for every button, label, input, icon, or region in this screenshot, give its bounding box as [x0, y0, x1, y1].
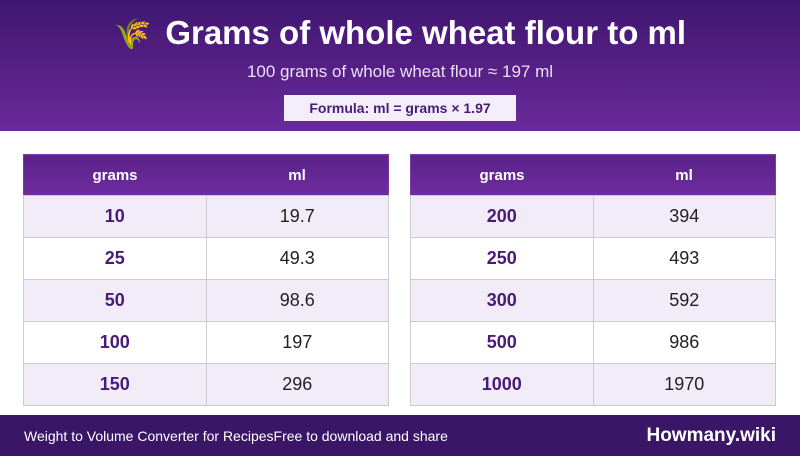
grams-cell: 50 — [23, 279, 207, 322]
row: 500 986 — [410, 321, 776, 364]
column-header: ml — [593, 154, 776, 196]
ml-cell: 197 — [205, 321, 389, 364]
row: 300 592 — [410, 279, 776, 322]
ml-cell: 592 — [592, 279, 776, 322]
row: 200 394 — [410, 195, 776, 238]
grams-cell: 200 — [410, 195, 594, 238]
footer-left: Weight to Volume Converter for Recipes — [24, 428, 274, 444]
row: 250 493 — [410, 237, 776, 280]
grams-cell: 150 — [23, 363, 207, 406]
grams-cell: 250 — [410, 237, 594, 280]
row: 25 49.3 — [23, 237, 389, 280]
title: Grams of whole wheat flour to ml — [165, 14, 687, 51]
row: 50 98.6 — [23, 279, 389, 322]
table: grams ml 10 19.7 25 49.3 50 98.6 100 197 150 296 — [23, 154, 389, 406]
header-row: grams ml — [23, 154, 389, 196]
header: 🌾 Grams of whole wheat flour to ml 100 gr… — [0, 0, 800, 131]
ml-cell: 296 — [205, 363, 389, 406]
formula: Formula: ml = grams × 1.97 — [284, 95, 516, 121]
ml-cell: 1970 — [592, 363, 776, 406]
column-header: grams — [410, 154, 593, 196]
ml-cell: 49.3 — [205, 237, 389, 280]
grams-cell: 300 — [410, 279, 594, 322]
ml-cell: 19.7 — [205, 195, 389, 238]
ml-cell: 493 — [592, 237, 776, 280]
row: 1000 1970 — [410, 363, 776, 406]
header-row: grams ml — [410, 154, 776, 196]
column-header: ml — [206, 154, 389, 196]
ml-cell: 98.6 — [205, 279, 389, 322]
icon: 🌾 — [113, 18, 152, 51]
grams-cell: 100 — [23, 321, 207, 364]
row: 10 19.7 — [23, 195, 389, 238]
grams-cell: 500 — [410, 321, 594, 364]
row: 150 296 — [23, 363, 389, 406]
title-row: 🌾 Grams of whole wheat flour to ml — [0, 14, 800, 52]
grams-cell: 1000 — [410, 363, 594, 406]
footer-text: Weight to Volume Converter for RecipesFr… — [24, 428, 448, 444]
ml-cell: 394 — [592, 195, 776, 238]
footer-middle: Free to download and share — [273, 428, 448, 444]
column-header: grams — [23, 154, 206, 196]
subtitle: 100 grams of whole wheat flour ≈ 197 ml — [246, 62, 554, 81]
grams-cell: 10 — [23, 195, 207, 238]
table: grams ml 200 394 250 493 300 592 500 986 1000 1970 — [410, 154, 776, 406]
ml-cell: 986 — [592, 321, 776, 364]
footer: Weight to Volume Converter for RecipesFr… — [0, 415, 800, 456]
brand[interactable]: Howmany.wiki — [646, 425, 776, 446]
row: 100 197 — [23, 321, 389, 364]
grams-cell: 25 — [23, 237, 207, 280]
